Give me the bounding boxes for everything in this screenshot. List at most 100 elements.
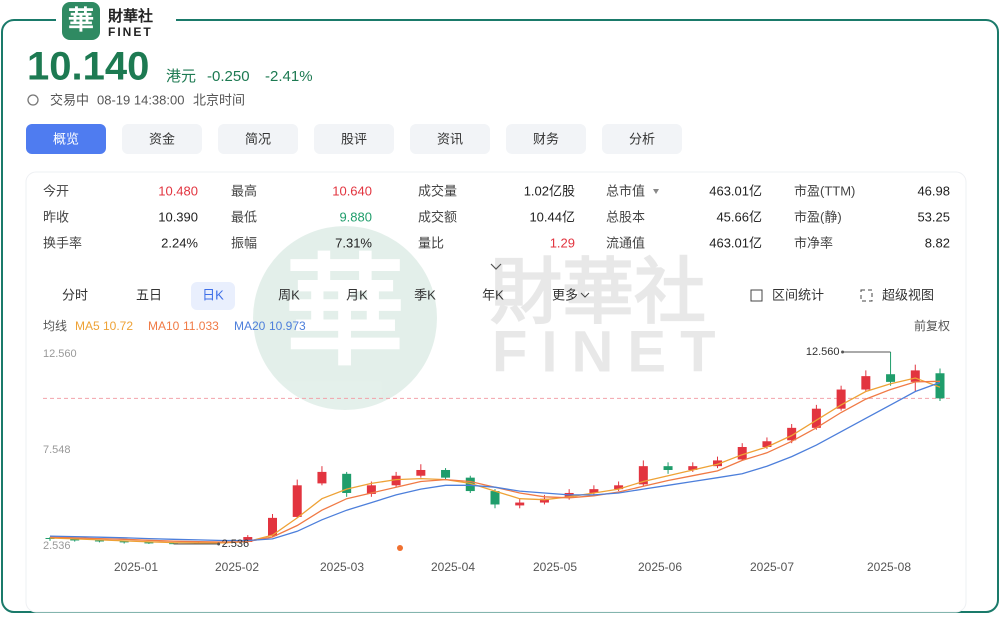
chart-tool[interactable]: 区间统计 — [772, 287, 824, 302]
x-tick-label: 2025-01 — [114, 560, 158, 574]
adjust-mode[interactable]: 前复权 — [914, 318, 950, 333]
tab-label[interactable]: 财务 — [533, 131, 559, 146]
stat-label: 总市值 — [606, 183, 645, 198]
tab-label[interactable]: 简况 — [245, 131, 271, 146]
logo-name: 財華社 — [107, 7, 153, 25]
chart-tab-caret[interactable] — [580, 292, 590, 298]
stat-label: 成交额 — [418, 209, 457, 224]
stat-value: 10.44亿 — [529, 209, 575, 224]
currency: 港元 — [166, 68, 196, 85]
candle-body — [94, 540, 104, 542]
tab-label[interactable]: 资金 — [149, 131, 175, 146]
event-marker[interactable] — [397, 545, 403, 551]
candle-body — [886, 374, 896, 382]
ma-title: 均线 — [43, 319, 67, 333]
chart-tab[interactable]: 分时 — [62, 287, 88, 302]
stat-value: 45.66亿 — [716, 209, 762, 224]
stat-value: 8.82 — [925, 235, 950, 250]
y-tick-label: 12.560 — [43, 348, 77, 360]
candle-body — [935, 373, 945, 399]
candle-body — [836, 389, 846, 409]
tool-icon[interactable] — [860, 289, 873, 302]
chart-tool[interactable]: 超级视图 — [882, 287, 934, 302]
change-pct: -2.41% — [265, 68, 313, 85]
stat-value: 46.98 — [917, 183, 950, 198]
watermark-name: 財華社 — [490, 253, 706, 333]
candle-body — [70, 538, 80, 541]
stat-label: 市盈(TTM) — [794, 183, 855, 198]
x-tick-label: 2025-02 — [215, 560, 259, 574]
candle-body — [713, 460, 722, 467]
candle-body — [663, 466, 673, 470]
stat-label: 总股本 — [606, 209, 645, 224]
quote-time: 08-19 14:38:00 — [97, 92, 184, 107]
candle-body — [762, 441, 772, 448]
chart-tab-active — [191, 282, 235, 310]
tab[interactable] — [314, 124, 394, 154]
stat-value: 10.640 — [332, 183, 372, 198]
y-tick-label: 7.548 — [43, 444, 71, 456]
tab[interactable] — [26, 124, 106, 154]
legend-name: MA10 — [148, 319, 180, 333]
x-tick-label: 2025-07 — [750, 560, 794, 574]
tab[interactable] — [218, 124, 298, 154]
tab-label[interactable]: 股评 — [341, 131, 367, 146]
watermark-mark — [253, 226, 437, 410]
stat-value: 2.24% — [161, 235, 198, 250]
expand-caret[interactable] — [490, 263, 502, 270]
annotation-dot — [217, 542, 221, 546]
candle-body — [342, 473, 352, 493]
timezone: 北京时间 — [193, 92, 245, 107]
candle-body — [465, 477, 475, 492]
tab-label[interactable]: 概览 — [53, 131, 79, 146]
watermark: 華 財華社 FINET — [253, 226, 716, 410]
chart-tab[interactable]: 年K — [482, 287, 504, 302]
annotation-label: 12.560 — [806, 346, 840, 358]
stat-label: 换手率 — [43, 235, 82, 250]
x-tick-label: 2025-05 — [533, 560, 577, 574]
tab[interactable] — [410, 124, 490, 154]
candle-body — [910, 370, 920, 382]
tab[interactable] — [506, 124, 586, 154]
stat-label: 今开 — [43, 183, 69, 198]
stat-label: 流通值 — [606, 235, 645, 250]
stat-label: 成交量 — [418, 183, 457, 198]
tab-label[interactable]: 分析 — [629, 131, 655, 146]
price: 10.140 — [27, 45, 149, 89]
stat-value: 9.880 — [339, 209, 372, 224]
chart-tab[interactable]: 月K — [346, 287, 368, 302]
stat-value: 1.02亿股 — [524, 183, 575, 198]
stat-value: 7.31% — [335, 235, 372, 250]
candle-body — [589, 489, 599, 493]
ma-line — [49, 381, 941, 542]
chart-tab[interactable]: 日K — [202, 287, 224, 302]
ma-line — [49, 377, 941, 544]
chart-tab[interactable]: 五日 — [136, 287, 162, 302]
watermark-glyph: 華 — [285, 246, 405, 380]
candle-body — [317, 471, 327, 484]
tab-label[interactable]: 资讯 — [437, 131, 463, 146]
stat-menu[interactable] — [653, 189, 659, 194]
logo-mark — [62, 2, 100, 40]
x-tick-label: 2025-08 — [867, 560, 911, 574]
tab[interactable] — [122, 124, 202, 154]
chart-tab[interactable]: 季K — [414, 287, 436, 302]
chart-tab[interactable]: 周K — [278, 287, 300, 302]
tool-icon[interactable] — [750, 289, 763, 302]
candle-body — [737, 447, 747, 460]
candle-body — [119, 541, 129, 543]
legend-value: 10.72 — [103, 319, 133, 333]
chart-tab[interactable]: 更多 — [552, 287, 578, 302]
legend-value: 10.973 — [269, 319, 306, 333]
status-icon — [27, 94, 39, 106]
candle-body — [861, 376, 871, 390]
legend-value: 11.033 — [183, 319, 219, 333]
candle-body — [490, 491, 500, 505]
stat-label: 振幅 — [231, 235, 257, 250]
candle-body — [441, 469, 451, 478]
stat-value: 53.25 — [917, 209, 950, 224]
tab[interactable] — [602, 124, 682, 154]
stat-label: 最低 — [231, 209, 257, 224]
candle-body — [638, 466, 648, 485]
